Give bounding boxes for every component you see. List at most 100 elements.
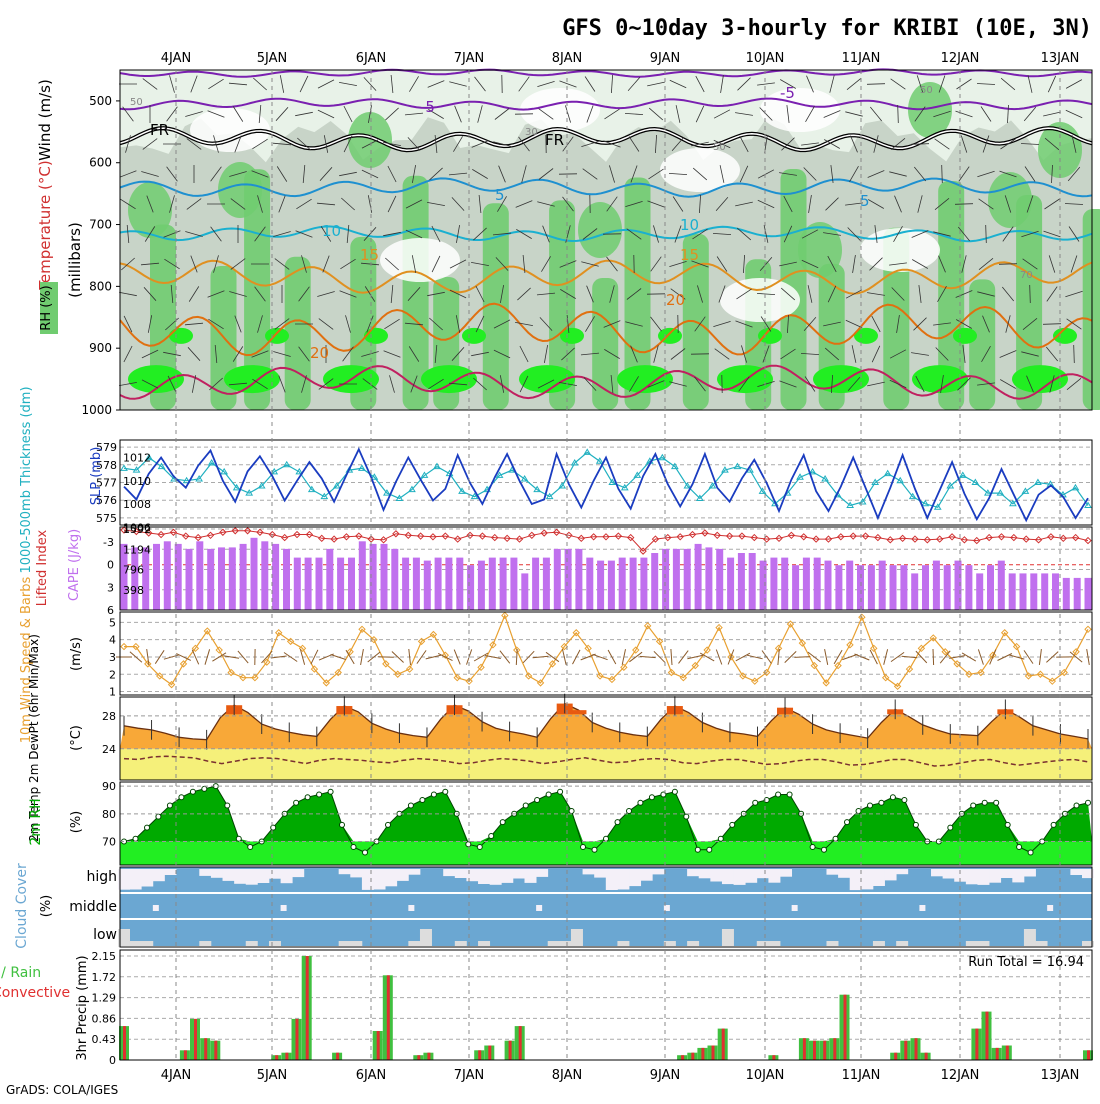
precip-convective-bar: [296, 1019, 299, 1060]
cape-bar: [142, 547, 149, 610]
cloud-high-gap: [525, 869, 537, 883]
precip-total-legend: Total / Rain: [0, 965, 41, 981]
precip-convective-bar: [184, 1050, 187, 1060]
precip-convective-bar: [519, 1026, 522, 1060]
cloud-middle-gap: [919, 905, 925, 911]
cape-bar: [987, 565, 994, 610]
cloud-level-label: middle: [69, 899, 117, 915]
cape-bar: [1030, 573, 1037, 610]
cloud-high-gap: [826, 869, 838, 875]
cape-bar: [760, 561, 767, 610]
cloud-high-gap: [501, 869, 513, 883]
wind-axis-title: Wind (m/s): [36, 79, 54, 161]
rh-point: [363, 850, 368, 855]
rh-shading-green: [988, 172, 1032, 228]
cape-bar: [164, 541, 171, 610]
cape-tick: 796: [123, 564, 144, 577]
cloud-high-gap: [710, 869, 722, 882]
rh-point: [443, 789, 448, 794]
cloud-high-gap: [164, 869, 176, 875]
precip-convective-bar: [894, 1053, 897, 1060]
cloud-middle-gap: [153, 905, 159, 911]
precip-convective-bar: [803, 1038, 806, 1060]
cloud-high-gap: [966, 869, 978, 884]
cape-bar: [240, 544, 247, 610]
rh-point: [672, 789, 677, 794]
precip-axis-title: 3hr Precip (mm): [75, 955, 90, 1060]
cape-bar: [803, 558, 810, 610]
precip-convective-bar: [275, 1055, 278, 1060]
isotherm-label: 5: [495, 186, 505, 204]
rh-point: [1074, 803, 1079, 808]
cloud-low-gap: [1024, 929, 1036, 947]
rh-point: [868, 803, 873, 808]
rh-point: [615, 820, 620, 825]
precip-convective-bar: [285, 1053, 288, 1060]
footer-credit: GrADS: COLA/IGES: [6, 1083, 118, 1097]
wind-barb: [516, 649, 517, 665]
rh-point: [546, 792, 551, 797]
date-label-top: 5JAN: [257, 51, 288, 66]
precip-convective-bar: [975, 1029, 978, 1060]
rh-point: [179, 795, 184, 800]
slp-tick: 1008: [123, 498, 151, 511]
precip-convective-bar: [306, 956, 309, 1060]
rh2m-axis-title: 2m RH: [28, 798, 44, 845]
date-label-top: 7JAN: [454, 51, 485, 66]
precip-convective-bar: [509, 1041, 512, 1060]
cloud-high-gap: [130, 869, 142, 890]
rh-point: [294, 800, 299, 805]
temperature-tick: 24: [102, 743, 116, 756]
rh-point: [408, 803, 413, 808]
cape-bar: [413, 558, 420, 610]
precip-tick: 0: [109, 1054, 116, 1067]
rh-point: [236, 836, 241, 841]
ground: [120, 410, 1092, 440]
cloud-high-gap: [455, 869, 467, 878]
temperature-axis-title: Temperature (°C): [36, 160, 54, 290]
wind-barb: [608, 650, 616, 664]
cape-bar: [1063, 578, 1070, 610]
cape-bar: [424, 561, 431, 610]
lifted-index-tick: 3: [107, 581, 114, 594]
rh-shading-dry: [380, 238, 460, 282]
cape-bar: [900, 565, 907, 610]
isotherm-label: 10: [322, 222, 341, 240]
date-label-bottom: 13JAN: [1041, 1068, 1080, 1083]
pressure-tick: 1000: [81, 403, 112, 417]
cape-bar: [738, 553, 745, 610]
cloud-high-gap: [652, 869, 664, 874]
cloud-high-gap: [629, 869, 641, 886]
rh-point: [879, 800, 884, 805]
cape-bar: [1009, 573, 1016, 610]
precip-convective-bar: [387, 975, 390, 1060]
slp-tick: 1010: [123, 475, 151, 488]
cape-bar: [695, 544, 702, 610]
cape-bar: [586, 558, 593, 610]
precip-convective-bar: [1087, 1050, 1090, 1060]
cloud-low-gap: [722, 929, 734, 947]
rh-point: [431, 792, 436, 797]
date-label-top: 6JAN: [356, 51, 387, 66]
cloud-high-gap: [257, 869, 269, 883]
pressure-tick: 700: [89, 218, 112, 232]
cloud-high-gap: [385, 869, 397, 886]
cape-bar: [510, 558, 517, 610]
cloud-high-gap: [1070, 869, 1082, 875]
cloud-level-label: low: [93, 927, 117, 943]
wind10m-units: (m/s): [69, 637, 84, 671]
rh-point: [913, 822, 918, 827]
rh-point: [776, 792, 781, 797]
cloud-high-gap: [594, 869, 606, 878]
date-label-top: 13JAN: [1041, 51, 1080, 66]
rh-shading-saturated: [169, 328, 193, 344]
cloud-high-gap: [153, 869, 165, 881]
rh-point: [890, 795, 895, 800]
rh-point: [420, 798, 425, 803]
cape-bar: [532, 558, 539, 610]
pressure-tick: 600: [89, 156, 112, 170]
rh-point: [202, 786, 207, 791]
rh-point: [971, 803, 976, 808]
date-label-top: 8JAN: [552, 51, 583, 66]
precip-tick: 1.72: [92, 971, 117, 984]
